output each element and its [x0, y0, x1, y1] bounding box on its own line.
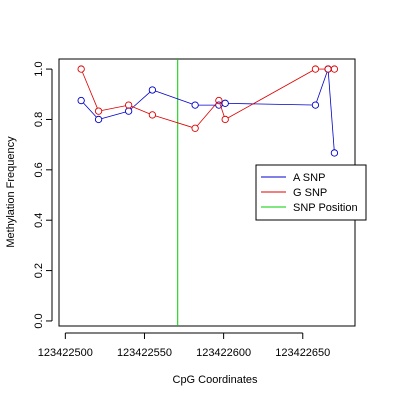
series-segment	[101, 111, 126, 119]
data-point	[124, 107, 133, 115]
x-axis-label: CpG Coordinates	[173, 374, 258, 386]
data-point	[77, 96, 85, 105]
series-segment	[131, 105, 150, 115]
series-segment	[101, 105, 126, 111]
data-point	[330, 149, 339, 157]
x-tick-label: 123422500	[38, 347, 93, 359]
x-tick-label: 123422550	[117, 347, 172, 359]
data-point	[148, 111, 157, 119]
legend: A SNP G SNP SNP Position	[255, 164, 367, 221]
data-point	[191, 101, 199, 109]
series-segment	[83, 102, 97, 118]
data-point	[124, 101, 133, 109]
series-segment	[228, 102, 313, 106]
series-segment	[82, 71, 98, 109]
x-tick-label: 123422600	[196, 347, 251, 359]
data-point	[311, 101, 320, 109]
legend-label: G SNP	[293, 187, 327, 199]
data-point	[94, 107, 103, 115]
y-tick-label: 0.4	[33, 213, 45, 228]
data-point	[215, 96, 223, 105]
legend-label: SNP Position	[293, 202, 358, 214]
data-point	[311, 65, 320, 73]
series-segment	[316, 71, 328, 103]
series-segment	[155, 90, 193, 105]
x-axis: 123422500 123422550 123422600 123422650	[38, 332, 330, 359]
y-tick-label: 1.0	[33, 61, 45, 76]
y-tick-label: 0.8	[33, 112, 45, 127]
data-point	[148, 86, 157, 94]
y-axis: 0.0 0.2 0.4 0.6 0.8 1.0	[33, 61, 53, 329]
series-segment	[196, 102, 218, 127]
y-tick-label: 0.2	[33, 263, 45, 278]
series-a-snp	[77, 65, 339, 157]
data-point	[77, 65, 85, 73]
series-segment	[327, 72, 335, 150]
data-point	[221, 115, 229, 124]
series-segment	[130, 91, 151, 110]
series-segment	[155, 115, 193, 128]
y-tick-label: 0.6	[33, 162, 45, 177]
legend-label: A SNP	[293, 172, 325, 184]
data-point	[330, 65, 339, 73]
x-tick-label: 123422650	[275, 347, 330, 359]
data-point	[191, 124, 199, 132]
data-point	[94, 115, 103, 124]
series-segment	[227, 70, 313, 119]
data-point	[324, 65, 332, 73]
series-layer	[77, 65, 339, 157]
data-point	[221, 99, 229, 107]
series-segment	[219, 103, 225, 117]
y-tick-label: 0.0	[33, 313, 45, 328]
series-g-snp	[77, 65, 339, 132]
y-axis-label: Methylation Frequency	[5, 136, 17, 248]
